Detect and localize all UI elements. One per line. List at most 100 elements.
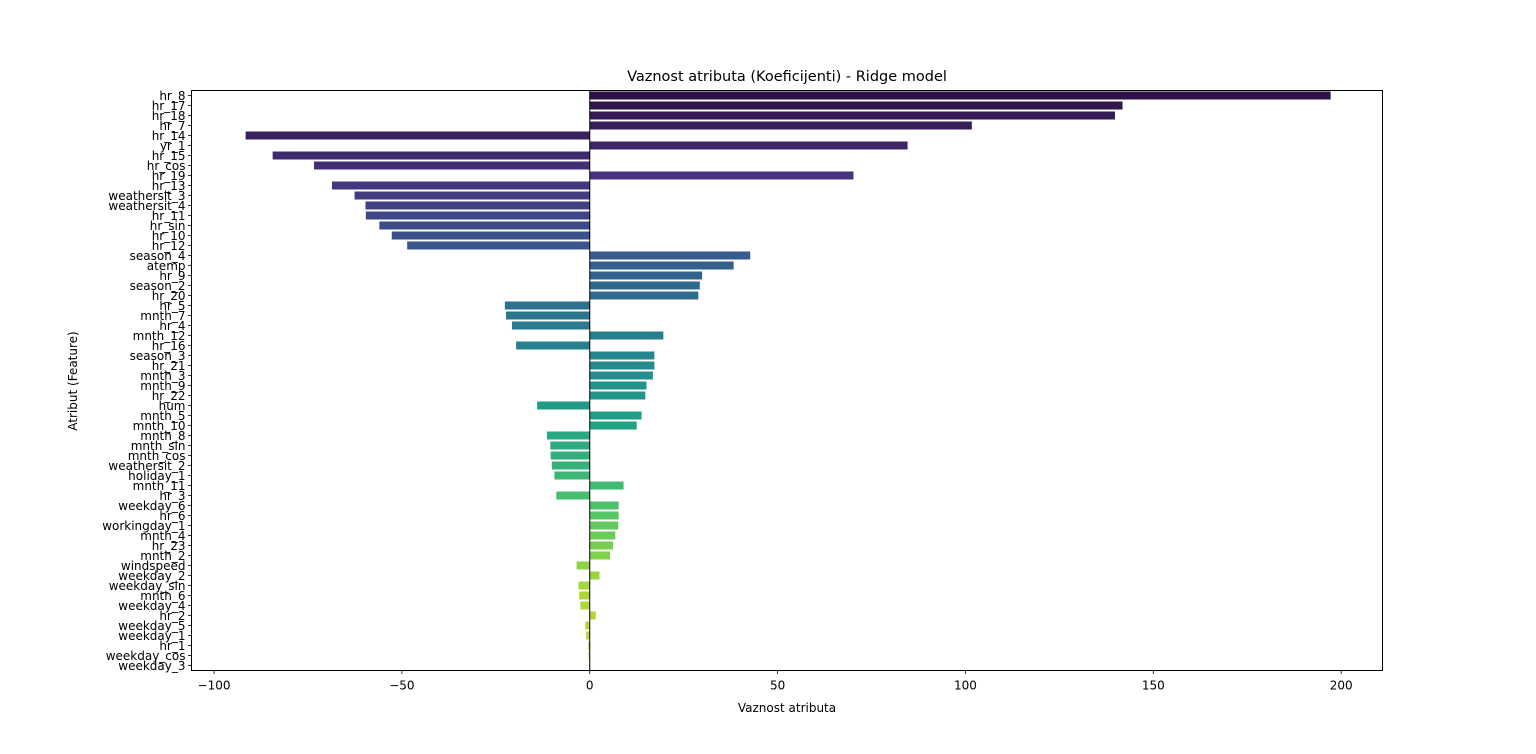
bar-hr_12 xyxy=(407,241,590,250)
bar-mnth_10 xyxy=(589,421,637,430)
bar-season_3 xyxy=(589,351,655,360)
bar-mnth_9 xyxy=(589,381,647,390)
bar-mnth_6 xyxy=(579,591,590,600)
y-tick-label: mnth_cos xyxy=(128,449,186,463)
bar-hr_cos xyxy=(313,161,590,170)
bar-weekday_1 xyxy=(585,631,590,640)
bar-hr_17 xyxy=(589,101,1123,110)
y-tick-label: hr_8 xyxy=(159,89,185,103)
y-tick-label: weekday_sin xyxy=(109,579,186,593)
y-tick-label: weathersit_3 xyxy=(108,189,185,203)
bar-hr_14 xyxy=(245,131,590,140)
y-tick-label: mnth_11 xyxy=(133,479,186,493)
y-tick-label: hr_17 xyxy=(152,99,186,113)
bar-hr_sin xyxy=(379,221,590,230)
bar-weathersit_4 xyxy=(365,201,590,210)
x-tick-label: 100 xyxy=(954,679,977,693)
bars-group xyxy=(245,91,1331,670)
y-tick-label: hr_6 xyxy=(159,509,185,523)
y-tick-label: yr_1 xyxy=(160,139,186,153)
bar-hr_23 xyxy=(589,541,614,550)
y-tick-labels: hr_8hr_17hr_18hr_7hr_14yr_1hr_15hr_coshr… xyxy=(102,89,192,673)
y-tick-label: hr_15 xyxy=(152,149,186,163)
bar-mnth_2 xyxy=(589,551,611,560)
y-tick-label: season_3 xyxy=(130,349,186,363)
y-tick-label: mnth_8 xyxy=(140,429,185,443)
x-tick-label: −50 xyxy=(389,679,414,693)
x-tick-label: 0 xyxy=(586,679,594,693)
y-tick-label: hr_sin xyxy=(150,219,186,233)
y-tick-label: hr_22 xyxy=(152,389,186,403)
y-tick-label: hr_13 xyxy=(152,179,186,193)
bar-weekday_4 xyxy=(580,601,590,610)
y-tick-label: holiday_1 xyxy=(128,469,185,483)
bar-windspeed xyxy=(576,561,590,570)
bar-mnth_11 xyxy=(589,481,624,490)
y-tick-label: mnth_4 xyxy=(140,529,185,543)
bar-weathersit_3 xyxy=(354,191,590,200)
bar-weekday_cos xyxy=(588,651,590,660)
bar-weekday_2 xyxy=(589,571,600,580)
bar-mnth_3 xyxy=(589,371,653,380)
y-tick-label: hr_14 xyxy=(152,129,186,143)
y-axis-label: Atribut (Feature) xyxy=(66,331,80,430)
x-tick-label: 50 xyxy=(770,679,785,693)
x-tick-label: 200 xyxy=(1330,679,1353,693)
bar-hr_18 xyxy=(589,111,1115,120)
y-tick-label: hr_7 xyxy=(159,119,185,133)
bar-season_2 xyxy=(589,281,700,290)
y-tick-label: weathersit_2 xyxy=(108,459,185,473)
x-tick-label: 150 xyxy=(1142,679,1165,693)
bar-season_4 xyxy=(589,251,751,260)
bar-hr_22 xyxy=(589,391,646,400)
y-tick-label: hr_12 xyxy=(152,239,186,253)
bar-mnth_5 xyxy=(589,411,642,420)
y-tick-label: hr_4 xyxy=(159,319,185,333)
y-tick-label: weathersit_4 xyxy=(108,199,185,213)
bar-hr_5 xyxy=(504,301,590,310)
bar-weekday_5 xyxy=(585,621,590,630)
y-tick-label: windspeed xyxy=(121,559,186,573)
bar-hr_1 xyxy=(588,641,590,650)
bar-mnth_4 xyxy=(589,531,616,540)
y-tick-label: hr_23 xyxy=(152,539,186,553)
x-tick-label: −100 xyxy=(198,679,231,693)
bar-hr_9 xyxy=(589,271,703,280)
bar-hr_16 xyxy=(516,341,590,350)
bar-holiday_1 xyxy=(554,471,590,480)
y-tick-label: hr_5 xyxy=(159,299,185,313)
bar-hr_3 xyxy=(556,491,590,500)
bar-hum xyxy=(537,401,590,410)
bar-yr_1 xyxy=(589,141,908,150)
y-tick-label: hr_9 xyxy=(159,269,185,283)
bar-hr_19 xyxy=(589,171,854,180)
bar-mnth_sin xyxy=(550,441,590,450)
y-tick-label: weekday_2 xyxy=(118,569,185,583)
bar-hr_13 xyxy=(332,181,590,190)
y-tick-label: weekday_1 xyxy=(118,629,185,643)
y-tick-label: weekday_6 xyxy=(118,499,185,513)
y-tick-label: hr_11 xyxy=(152,209,186,223)
bar-hr_2 xyxy=(589,611,596,620)
bar-mnth_cos xyxy=(550,451,590,460)
bar-hr_10 xyxy=(391,231,590,240)
y-tick-label: mnth_10 xyxy=(133,419,186,433)
y-tick-label: hum xyxy=(159,399,186,413)
bar-atemp xyxy=(589,261,734,270)
y-tick-label: mnth_3 xyxy=(140,369,185,383)
y-tick-label: season_2 xyxy=(130,279,186,293)
bar-workingday_1 xyxy=(589,521,619,530)
y-tick-label: hr_3 xyxy=(159,489,185,503)
x-axis-label: Vaznost atributa xyxy=(738,701,836,715)
bar-hr_4 xyxy=(511,321,590,330)
y-tick-label: hr_1 xyxy=(159,639,185,653)
y-tick-label: mnth_2 xyxy=(140,549,185,563)
y-tick-label: mnth_5 xyxy=(140,409,185,423)
bar-weathersit_2 xyxy=(551,461,590,470)
chart-title: Vaznost atributa (Koeficijenti) - Ridge … xyxy=(627,69,947,85)
bar-hr_7 xyxy=(589,121,972,130)
plot-frame xyxy=(191,90,1383,671)
y-tick-label: hr_cos xyxy=(147,159,186,173)
bar-hr_11 xyxy=(365,211,590,220)
